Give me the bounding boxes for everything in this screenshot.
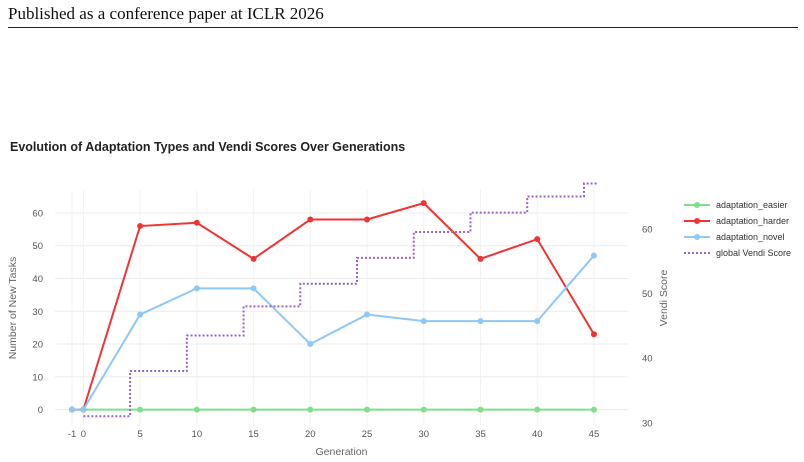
data-point-adaptation-harder [250,255,257,262]
data-point-adaptation-novel [69,406,76,413]
data-point-adaptation-novel [534,318,541,325]
legend-label-adaptation-harder: adaptation_harder [716,216,789,226]
y2-tick-label: 30 [642,418,653,429]
data-point-adaptation-harder [364,216,371,223]
y-tick-label: 30 [32,307,43,318]
series-lines [69,182,598,418]
y2-tick-label: 50 [642,289,653,300]
x-tick-label: 5 [137,429,142,440]
data-point-adaptation-novel [80,406,87,413]
data-point-adaptation-easier [420,406,427,413]
y-tick-label: 40 [32,274,43,285]
y-tick-label: 20 [32,340,43,351]
data-point-adaptation-harder [193,219,200,226]
y-axis-label: Number of New Tasks [7,257,19,360]
x-axis-ticks: -1 0 5 10 15 20 25 30 35 40 45 [68,429,599,440]
data-point-adaptation-novel [250,285,257,292]
x-tick-label: -1 [68,429,76,440]
x-tick-label: 35 [475,429,486,440]
legend-marker-adaptation-harder [694,218,700,224]
data-point-adaptation-harder [477,255,484,262]
x-axis-label: Generation [316,446,368,458]
y-axis-ticks: 0 10 20 30 40 50 60 [32,208,43,416]
chart-title: Evolution of Adaptation Types and Vendi … [10,140,406,154]
data-point-adaptation-novel [420,318,427,325]
legend-label-adaptation-easier: adaptation_easier [716,200,788,210]
data-point-adaptation-easier [137,406,144,413]
data-point-adaptation-harder [137,223,144,230]
legend-label-global-vendi-score: global Vendi Score [716,248,791,258]
y-tick-label: 10 [32,372,43,383]
x-tick-label: 15 [248,429,259,440]
series-line-adaptation-harder [72,201,595,411]
y2-tick-label: 60 [642,224,653,235]
legend-marker-adaptation-novel [694,234,700,240]
data-point-adaptation-easier [364,406,371,413]
y2-tick-label: 40 [642,354,653,365]
page-header: Published as a conference paper at ICLR … [8,4,324,23]
y2-axis-ticks: 30 40 50 60 [642,224,653,429]
legend-marker-adaptation-easier [694,202,700,208]
data-point-adaptation-easier [250,406,257,413]
x-tick-label: 25 [362,429,373,440]
data-point-adaptation-novel [590,252,597,259]
data-point-adaptation-novel [307,341,314,348]
x-tick-label: 30 [418,429,429,440]
y-tick-label: 60 [32,208,43,219]
data-point-adaptation-novel [193,285,200,292]
data-point-adaptation-easier [193,406,200,413]
data-point-adaptation-harder [590,331,597,338]
legend-label-adaptation-novel: adaptation_novel [716,232,785,242]
x-tick-label: 20 [305,429,316,440]
data-point-adaptation-easier [477,406,484,413]
data-point-adaptation-harder [420,200,427,207]
data-point-adaptation-easier [534,406,541,413]
header-rule [8,27,798,28]
legend: adaptation_easier adaptation_harderadapta… [684,200,791,258]
y-tick-label: 50 [32,241,43,252]
data-point-adaptation-novel [364,311,371,318]
x-tick-label: 10 [192,429,203,440]
y2-axis-label: Vendi Score [658,270,670,327]
data-point-adaptation-easier [307,406,314,413]
data-point-adaptation-harder [307,216,314,223]
data-point-adaptation-novel [477,318,484,325]
data-point-adaptation-harder [534,236,541,243]
y-tick-label: 0 [38,405,43,416]
x-tick-label: 45 [589,429,600,440]
x-tick-label: 40 [532,429,543,440]
data-point-adaptation-novel [137,311,144,318]
series-line-global-vendi-score [83,182,598,418]
data-point-adaptation-easier [590,406,597,413]
x-tick-label: 0 [81,429,86,440]
